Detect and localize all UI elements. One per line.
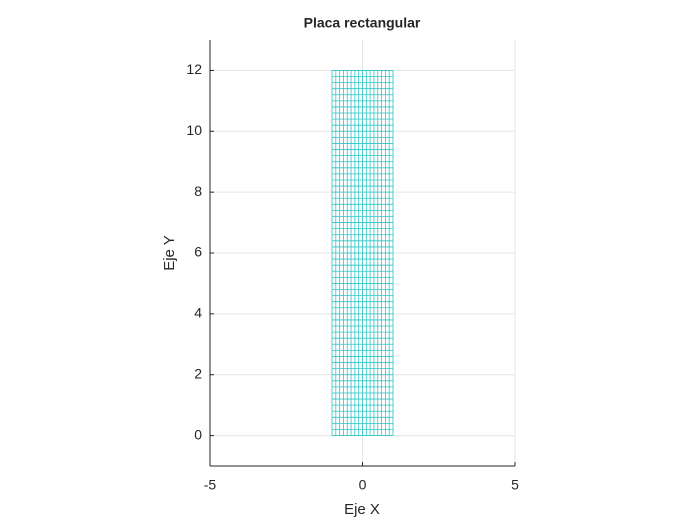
y-tick-label: 12 [186,61,202,77]
y-tick-label: 2 [194,365,202,381]
chart-title: Placa rectangular [304,15,421,31]
y-tick-label: 6 [194,244,202,260]
x-tick-label: -5 [204,477,217,493]
x-axis-label: Eje X [344,501,380,518]
x-tick-label: 0 [359,477,367,493]
y-tick-label: 10 [186,122,202,138]
y-tick-label: 0 [194,426,202,442]
y-axis-label: Eje Y [161,235,178,271]
y-tick-label: 4 [194,305,202,321]
x-tick-label: 5 [511,477,519,493]
y-tick-label: 8 [194,183,202,199]
